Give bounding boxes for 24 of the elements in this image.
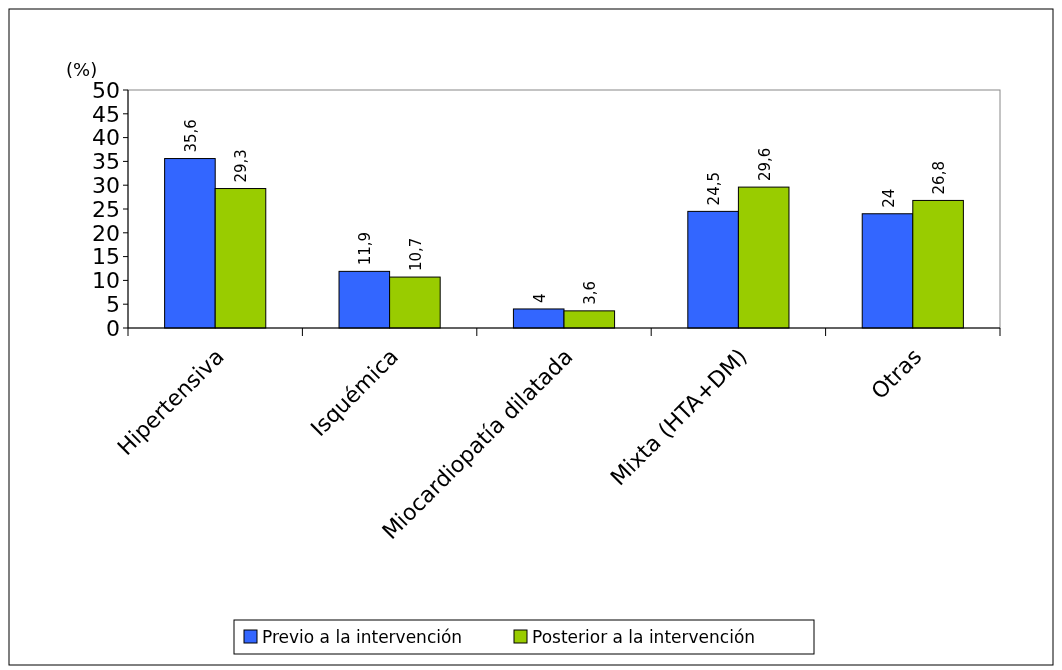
text: 24 [879, 188, 898, 208]
text: 3,6 [581, 281, 600, 305]
text: 24,5 [705, 171, 724, 206]
y-tick-label: 30 [92, 172, 120, 198]
y-axis-title: (%) [66, 59, 98, 80]
text: 26,8 [930, 161, 949, 195]
y-tick-label: 5 [106, 291, 120, 317]
text: 29,6 [755, 147, 774, 182]
y-tick-label: 15 [92, 244, 120, 270]
text: 11,9 [356, 231, 375, 266]
y-tick-label: 10 [92, 268, 120, 294]
text: 35,6 [181, 119, 200, 153]
text: 4 [530, 293, 549, 303]
y-tick-label: 50 [92, 77, 120, 103]
y-tick-label: 20 [92, 220, 120, 246]
y-tick-label: 45 [92, 101, 120, 127]
y-tick-label: 0 [106, 315, 120, 341]
text: 10,7 [406, 237, 425, 272]
text: 29,3 [232, 149, 251, 183]
legend-label: Previo a la intervención [262, 626, 463, 647]
y-tick-label: 35 [92, 149, 120, 175]
legend-label: Posterior a la intervención [532, 626, 756, 647]
y-tick-label: 40 [92, 125, 120, 151]
y-tick-label: 25 [92, 196, 120, 222]
